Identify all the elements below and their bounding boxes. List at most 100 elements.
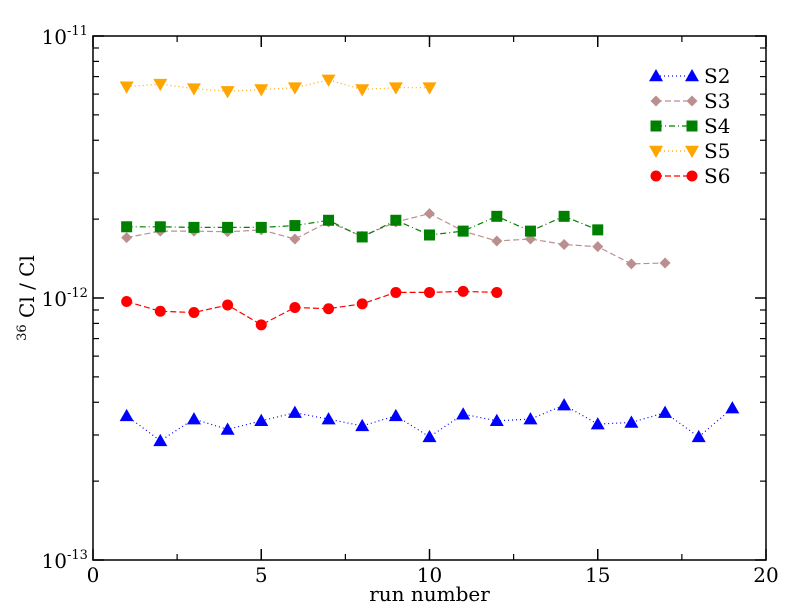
data-point-s2 — [153, 433, 168, 447]
legend-label: S5 — [704, 139, 730, 163]
data-point-s3 — [625, 258, 637, 270]
legend-marker-start — [649, 145, 663, 158]
y-tick-label-base: 10 — [42, 25, 67, 49]
series-s6 — [121, 285, 503, 331]
series-line-s6 — [126, 290, 497, 326]
data-point-s6 — [323, 303, 335, 315]
data-point-s4 — [390, 214, 402, 226]
x-tick-label: 0 — [87, 563, 100, 587]
data-point-s4 — [592, 224, 604, 236]
data-point-s6 — [255, 319, 267, 331]
series-s2 — [119, 398, 740, 447]
data-point-s2 — [119, 408, 134, 422]
data-point-s5 — [119, 81, 134, 94]
data-point-s2 — [321, 412, 336, 425]
data-point-s4 — [255, 221, 267, 233]
y-tick-label-base: 10 — [42, 287, 67, 311]
legend-item-s5: S5 — [649, 139, 730, 163]
legend-item-s4: S4 — [650, 114, 730, 138]
data-point-s2 — [388, 408, 403, 422]
data-point-s5 — [355, 84, 370, 97]
data-point-s6 — [154, 305, 166, 317]
data-point-s5 — [287, 82, 302, 95]
x-tick-label: 15 — [585, 563, 610, 587]
y-tick-label-base: 10 — [42, 549, 67, 573]
data-point-s2 — [624, 415, 639, 428]
data-point-s4 — [289, 220, 301, 232]
legend-marker-start — [650, 120, 662, 132]
data-point-s3 — [121, 232, 133, 244]
data-point-s5 — [422, 82, 437, 95]
data-point-s2 — [254, 413, 269, 427]
data-point-s5 — [153, 78, 168, 92]
data-point-s2 — [456, 407, 471, 420]
data-point-s6 — [188, 307, 200, 319]
x-axis-title: run number — [369, 582, 490, 606]
x-tick-label: 10 — [417, 563, 442, 587]
legend-marker-end — [686, 170, 698, 182]
data-point-s2 — [355, 418, 370, 432]
legend-marker-end — [685, 69, 699, 82]
data-point-s4 — [457, 225, 469, 237]
series-s4 — [121, 210, 604, 243]
x-tick-label: 20 — [753, 563, 778, 587]
data-point-s6 — [356, 298, 368, 310]
y-tick-label-exponent: -11 — [67, 24, 88, 39]
data-point-s3 — [289, 233, 301, 245]
x-tick-label: 5 — [255, 563, 268, 587]
y-tick-label: 10-13 — [42, 548, 88, 573]
data-point-s4 — [154, 221, 166, 233]
data-point-s4 — [323, 214, 335, 226]
data-point-s3 — [592, 241, 604, 253]
legend-item-s6: S6 — [650, 164, 730, 188]
data-point-s4 — [424, 229, 435, 241]
data-point-s4 — [491, 210, 503, 222]
data-point-s4 — [356, 231, 368, 243]
legend-marker-end — [686, 95, 698, 107]
data-point-s2 — [725, 401, 740, 414]
legend-label: S6 — [704, 164, 730, 188]
legend-label: S3 — [704, 89, 730, 113]
data-point-s2 — [489, 413, 504, 427]
data-point-s5 — [321, 74, 336, 87]
data-point-s2 — [557, 398, 572, 411]
legend-marker-end — [685, 145, 699, 158]
y-tick-label: 10-11 — [42, 24, 88, 49]
data-point-s2 — [658, 405, 673, 418]
data-point-s6 — [457, 285, 469, 297]
data-point-s3 — [659, 257, 671, 269]
data-point-s6 — [424, 286, 435, 298]
y-tick-label: 10-12 — [42, 286, 88, 311]
legend-marker-start — [650, 170, 662, 182]
data-point-s6 — [121, 295, 133, 307]
data-point-s4 — [524, 225, 536, 237]
data-point-s5 — [254, 84, 269, 97]
data-point-s3 — [491, 235, 503, 247]
y-tick-label-exponent: -12 — [67, 286, 88, 301]
data-point-s4 — [558, 210, 570, 222]
plot-area — [92, 35, 767, 561]
data-point-s6 — [222, 299, 234, 311]
legend-label: S4 — [704, 114, 730, 138]
data-point-s2 — [590, 417, 605, 430]
data-point-s2 — [287, 405, 302, 418]
data-point-s6 — [289, 301, 301, 313]
data-point-s2 — [691, 429, 706, 443]
series-s5 — [119, 74, 437, 99]
data-point-s5 — [220, 86, 235, 99]
series-layer — [119, 74, 740, 447]
data-point-s2 — [422, 429, 437, 443]
y-axis-title-superscript: 36 — [15, 324, 30, 341]
data-point-s5 — [388, 82, 403, 95]
data-point-s3 — [424, 208, 435, 220]
data-point-s2 — [523, 412, 538, 425]
data-point-s5 — [186, 83, 201, 96]
data-point-s2 — [220, 422, 235, 435]
data-point-s4 — [188, 221, 200, 233]
data-point-s4 — [222, 221, 234, 233]
y-axis-title-main: Cl / Cl — [15, 255, 39, 318]
data-point-s6 — [390, 286, 402, 298]
legend-label: S2 — [704, 64, 730, 88]
